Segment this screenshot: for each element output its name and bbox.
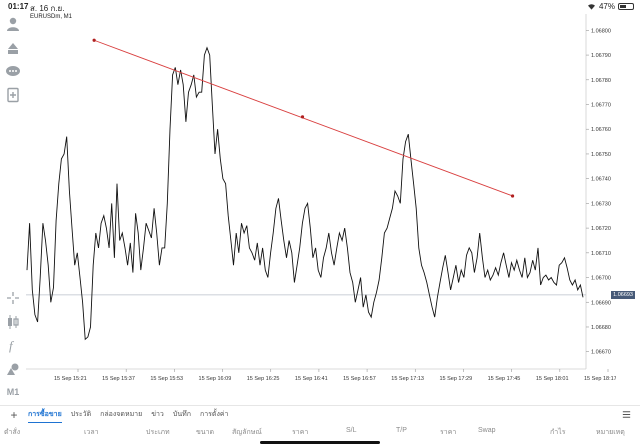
left-toolbar: f M1 [0,14,26,404]
tab-trade[interactable]: การซื้อขาย [28,407,62,423]
time-axis-label: 15 Sep 16:41 [295,376,328,382]
timeframe-button[interactable]: M1 [6,387,20,397]
status-right: 47% [587,2,634,11]
indicators-icon[interactable] [5,314,21,330]
price-axis-label: 1.06730 [591,201,611,207]
layout-icon[interactable] [621,409,632,420]
price-axis-label: 1.06800 [591,28,611,34]
status-bar: 01:17 ส. 16 ก.ย. 47% [0,0,640,14]
price-axis-label: 1.06790 [591,53,611,59]
time-axis-label: 15 Sep 15:21 [54,376,87,382]
chat-icon[interactable] [5,64,21,80]
time-axis-label: 15 Sep 17:45 [488,376,521,382]
time-axis-label: 15 Sep 15:37 [102,376,135,382]
time-axis-label: 15 Sep 16:25 [247,376,280,382]
add-tab-button[interactable]: + [10,407,18,422]
chart-symbol: EURUSDm, M1 [30,14,73,20]
crosshair-icon[interactable] [5,290,21,306]
col-sl: S/L [346,427,357,434]
time-axis-label: 15 Sep 16:57 [343,376,376,382]
price-axis-label: 1.06770 [591,103,611,109]
price-series-line [26,46,584,341]
col-volume: ขนาด [196,429,215,436]
battery-percent: 47% [598,2,615,11]
time-axis-label: 15 Sep 18:17 [584,376,616,382]
objects-icon[interactable] [5,361,21,377]
time-axis-label: 15 Sep 17:13 [391,376,424,382]
trade-icon[interactable] [5,40,21,56]
trendline-anchor [300,115,305,119]
tab-news[interactable]: ข่าว [151,411,164,418]
trendline-anchor [92,38,96,42]
function-icon[interactable]: f [5,337,21,353]
price-axis-label: 1.06670 [591,350,611,356]
status-date: ส. 16 ก.ย. [30,4,65,13]
col-type: ประเภท [146,429,170,436]
bottom-tabs: + การซื้อขาย ประวัติ กล่องจดหมาย ข่าว บั… [0,405,640,423]
tab-history[interactable]: ประวัติ [70,411,92,418]
time-axis-label: 15 Sep 18:01 [536,376,569,382]
price-axis-label: 1.06780 [591,78,611,84]
svg-text:f: f [9,338,15,353]
col-price: ราคา [292,429,309,436]
time-axis-label: 15 Sep 15:53 [150,376,183,382]
col-comment: หมายเหตุ [596,429,625,436]
news-icon[interactable] [5,87,21,103]
col-order: ตำสั่ง [4,429,21,436]
current-price-tag: 1.06693 [611,290,635,299]
price-axis-label: 1.06740 [591,177,611,183]
tab-settings[interactable]: การตั้งค่า [199,411,229,418]
price-axis-label: 1.06750 [591,152,611,158]
price-axis-label: 1.06680 [591,325,611,331]
accounts-icon[interactable] [5,16,21,32]
tab-journal[interactable]: บันทึก [172,411,191,418]
price-chart[interactable]: 1.06800 1.06790 1.06780 1.06770 1.06760 1.067… [26,14,616,404]
orders-column-header: ตำสั่ง เวลา ประเภท ขนาด สัญลักษณ์ ราคา S… [0,424,640,440]
price-axis-label: 1.06760 [591,127,611,133]
col-swap: Swap [478,427,496,434]
col-profit: กำไร [550,429,566,436]
time-axis-label: 15 Sep 17:29 [439,376,472,382]
col-tp: T/P [396,427,407,434]
trendline-anchor [510,194,515,198]
price-axis-label: 1.06690 [591,300,611,306]
clock: 01:17 [8,2,29,11]
col-time: เวลา [84,429,99,436]
tab-mailbox[interactable]: กล่องจดหมาย [100,411,143,418]
wifi-icon [587,4,595,10]
chart-canvas[interactable]: 1.06800 1.06790 1.06780 1.06770 1.06760 1.067… [26,14,616,404]
home-indicator [260,441,380,444]
time-axis-label: 15 Sep 16:09 [199,376,232,382]
col-symbol: สัญลักษณ์ [232,429,262,436]
battery-icon [618,3,634,10]
price-axis-label: 1.06700 [591,276,611,282]
price-axis-label: 1.06710 [591,251,611,257]
col-current-price: ราคา [440,429,457,436]
price-axis-label: 1.06720 [591,226,611,232]
